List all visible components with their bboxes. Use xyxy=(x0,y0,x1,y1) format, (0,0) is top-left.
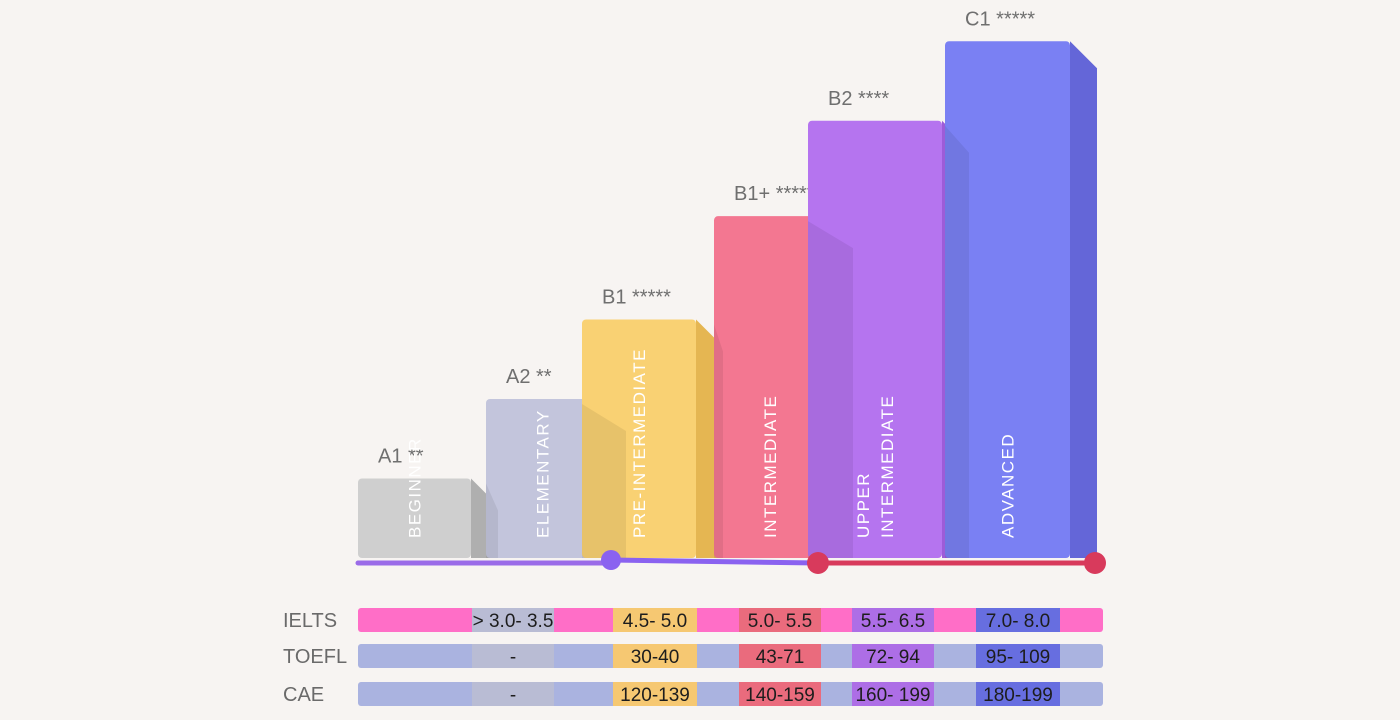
table-cell xyxy=(613,644,697,668)
table-cell-value: 72- 94 xyxy=(866,647,920,668)
bar-name-b1+: INTERMEDIATE xyxy=(761,395,780,538)
bar-name-b2: INTERMEDIATE xyxy=(878,395,897,538)
table-cell xyxy=(976,644,1060,668)
table-cell xyxy=(472,644,554,668)
bar-a2 xyxy=(486,399,599,558)
bar-a1 xyxy=(358,478,471,558)
table-cell-value: 95- 109 xyxy=(986,647,1050,668)
table-cell-value: 160- 199 xyxy=(855,685,930,706)
level-label-a1: A1 ** xyxy=(378,446,424,468)
table-cell-value: 30-40 xyxy=(631,647,680,668)
table-cell xyxy=(852,644,934,668)
timeline-dot xyxy=(601,550,621,570)
bar-shadow xyxy=(808,221,853,558)
table-cell-value: 180-199 xyxy=(983,685,1053,706)
table-cell xyxy=(976,608,1060,632)
table-cell xyxy=(852,608,934,632)
table-cell xyxy=(613,682,697,706)
table-cell xyxy=(613,608,697,632)
table-cell xyxy=(976,682,1060,706)
row-label-cae: CAE xyxy=(283,684,324,706)
bar-shadow xyxy=(714,324,723,558)
timeline-dot xyxy=(807,552,829,574)
bar-b1+ xyxy=(714,216,826,558)
table-cell xyxy=(852,682,934,706)
bar-name-a1: BEGINNER xyxy=(406,437,425,538)
table-cell-value: > 3.0- 3.5 xyxy=(473,611,554,632)
timeline-segment xyxy=(610,557,819,566)
bar-shadow xyxy=(945,125,969,558)
bar-name-c1: ADVANCED xyxy=(999,433,1018,538)
table-cell-value: 7.0- 8.0 xyxy=(986,611,1050,632)
bar-side-c1 xyxy=(1070,41,1097,558)
bar-name-b1: PRE-INTERMEDIATE xyxy=(630,348,649,538)
level-label-b2: B2 **** xyxy=(828,88,889,110)
timeline-dot xyxy=(1084,552,1106,574)
table-cell xyxy=(472,608,554,632)
table-cell-value: 4.5- 5.0 xyxy=(623,611,687,632)
table-cell-value: 43-71 xyxy=(756,647,805,668)
level-label-c1: C1 ***** xyxy=(965,8,1035,30)
table-cell xyxy=(739,644,821,668)
table-cell-value: 120-139 xyxy=(620,685,690,706)
table-cell-value: - xyxy=(510,685,516,706)
level-label-b1: B1 ***** xyxy=(602,287,671,309)
bar-b2 xyxy=(808,120,942,558)
bar-shadow xyxy=(582,404,626,558)
bar-shadow xyxy=(486,483,498,558)
table-cell-value: 5.5- 6.5 xyxy=(861,611,925,632)
table-cell-value: 140-159 xyxy=(745,685,815,706)
table-cell xyxy=(739,608,821,632)
table-cell-value: 5.0- 5.5 xyxy=(748,611,812,632)
bar-name-b2: UPPER xyxy=(854,472,873,538)
table-cell xyxy=(739,682,821,706)
bar-name-a2: ELEMENTARY xyxy=(534,409,553,538)
level-label-a2: A2 ** xyxy=(506,366,552,388)
row-label-ielts: IELTS xyxy=(283,610,337,632)
bar-c1 xyxy=(945,41,1070,558)
table-cell-value: - xyxy=(510,647,516,668)
bar-b1 xyxy=(582,319,696,558)
row-label-toefl: TOEFL xyxy=(283,646,347,668)
level-label-b1+: B1+ ***** xyxy=(734,183,815,205)
table-cell xyxy=(472,682,554,706)
